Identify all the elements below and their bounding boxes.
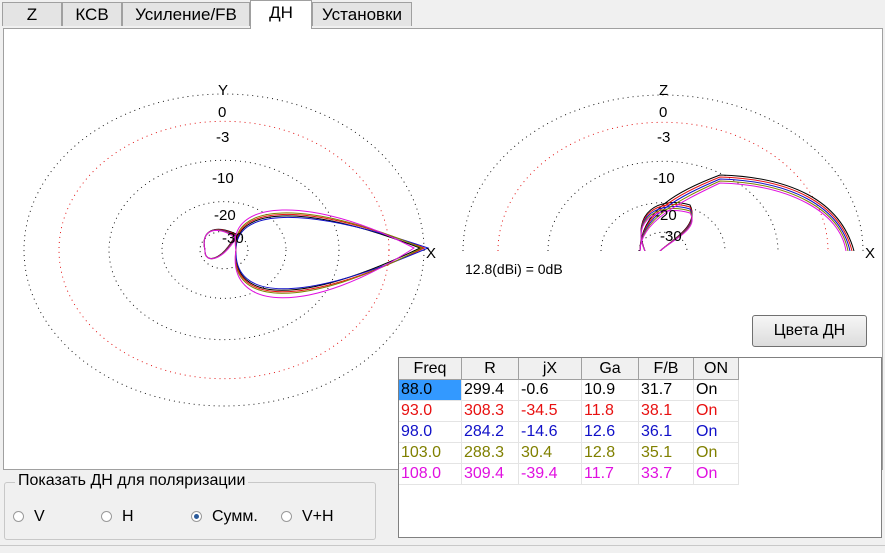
elevation-side-lobe bbox=[640, 210, 693, 252]
cell-ga[interactable]: 10.9 bbox=[581, 379, 639, 401]
azimuth-ring-label-3: -3 bbox=[216, 129, 229, 146]
cell-freq[interactable]: 108.0 bbox=[399, 463, 462, 485]
azimuth-ring-label-10: -10 bbox=[212, 170, 234, 187]
cell-ga[interactable]: 11.8 bbox=[581, 400, 639, 422]
table-row[interactable]: 98.0 284.2 -14.6 12.6 36.1 On bbox=[399, 421, 739, 443]
column-header-fb[interactable]: F/B bbox=[638, 358, 694, 380]
column-header-freq[interactable]: Freq bbox=[399, 358, 462, 380]
elevation-pattern-curve bbox=[639, 182, 847, 252]
radio-v-dot[interactable] bbox=[13, 511, 24, 522]
cell-freq[interactable]: 88.0 bbox=[399, 379, 462, 401]
cell-ga[interactable]: 12.8 bbox=[581, 442, 639, 464]
azimuth-pattern-curve bbox=[234, 212, 424, 294]
elevation-ring-label-20: -20 bbox=[655, 207, 677, 224]
cell-on[interactable]: On bbox=[693, 400, 739, 422]
column-header-ga[interactable]: Ga bbox=[581, 358, 639, 380]
cell-fb[interactable]: 35.1 bbox=[638, 442, 694, 464]
cell-fb[interactable]: 38.1 bbox=[638, 400, 694, 422]
tab-strip: Z КСВ Усиление/FB ДН Установки bbox=[0, 0, 885, 29]
azimuth-x-axis-label: X bbox=[426, 245, 436, 262]
azimuth-pattern-curve bbox=[235, 215, 422, 291]
grid-ring bbox=[108, 159, 340, 341]
radio-v-label: V bbox=[34, 508, 45, 525]
tab-z[interactable]: Z bbox=[2, 2, 62, 26]
column-header-jx[interactable]: jX bbox=[518, 358, 582, 380]
tab-pattern[interactable]: ДН bbox=[250, 0, 312, 29]
cell-on[interactable]: On bbox=[693, 379, 739, 401]
grid-ring bbox=[462, 94, 864, 252]
polarization-group: Показать ДН для поляризации V H Сумм. V+… bbox=[4, 472, 376, 540]
cell-freq[interactable]: 98.0 bbox=[399, 421, 462, 443]
cell-jx[interactable]: -39.4 bbox=[518, 463, 582, 485]
azimuth-ring-label-0: 0 bbox=[218, 104, 226, 121]
cell-on[interactable]: On bbox=[693, 463, 739, 485]
elevation-pattern-curve bbox=[639, 178, 851, 252]
cell-r[interactable]: 309.4 bbox=[461, 463, 519, 485]
polarization-group-title: Показать ДН для поляризации bbox=[15, 472, 249, 490]
frequency-table: Freq R jX Ga F/B ON 88.0 299.4 -0.6 10.9 31.… bbox=[398, 357, 882, 538]
cell-fb[interactable]: 31.7 bbox=[638, 379, 694, 401]
elevation-plot-mask bbox=[455, 251, 875, 281]
status-bar bbox=[0, 545, 885, 553]
column-header-on[interactable]: ON bbox=[693, 358, 739, 380]
table-row[interactable]: 108.0 309.4 -39.4 11.7 33.7 On bbox=[399, 463, 739, 485]
cell-freq[interactable]: 103.0 bbox=[399, 442, 462, 464]
elevation-pattern-curve bbox=[639, 180, 849, 252]
column-header-r[interactable]: R bbox=[461, 358, 519, 380]
elevation-plot bbox=[462, 94, 864, 252]
radio-sum[interactable]: Сумм. bbox=[191, 507, 258, 527]
cell-freq[interactable]: 93.0 bbox=[399, 400, 462, 422]
cell-r[interactable]: 288.3 bbox=[461, 442, 519, 464]
cell-ga[interactable]: 11.7 bbox=[581, 463, 639, 485]
reference-ring bbox=[58, 120, 390, 380]
azimuth-pattern-curve bbox=[235, 214, 426, 293]
elevation-ring-label-10: -10 bbox=[653, 170, 675, 187]
radio-h-label: H bbox=[122, 508, 134, 525]
cell-jx[interactable]: -34.5 bbox=[518, 400, 582, 422]
cell-on[interactable]: On bbox=[693, 442, 739, 464]
radio-v-plus-h[interactable]: V+H bbox=[281, 507, 334, 527]
radio-h-dot[interactable] bbox=[101, 511, 112, 522]
cell-on[interactable]: On bbox=[693, 421, 739, 443]
tab-gain-fb[interactable]: Усиление/FB bbox=[122, 2, 250, 26]
table-row[interactable]: 93.0 308.3 -34.5 11.8 38.1 On bbox=[399, 400, 739, 422]
radio-sum-dot[interactable] bbox=[191, 511, 202, 522]
elevation-ring-label-3: -3 bbox=[657, 129, 670, 146]
cell-jx[interactable]: -0.6 bbox=[518, 379, 582, 401]
cell-r[interactable]: 308.3 bbox=[461, 400, 519, 422]
radio-v[interactable]: V bbox=[13, 507, 45, 527]
elevation-ring-label-0: 0 bbox=[659, 104, 667, 121]
elevation-pattern-curve bbox=[639, 176, 853, 252]
azimuth-ring-label-30: -30 bbox=[222, 230, 244, 247]
tab-settings[interactable]: Установки bbox=[312, 2, 412, 26]
azimuth-back-lobe bbox=[203, 229, 237, 260]
azimuth-pattern-curve bbox=[234, 209, 415, 299]
radio-h[interactable]: H bbox=[101, 507, 134, 527]
cell-jx[interactable]: 30.4 bbox=[518, 442, 582, 464]
radio-v-plus-h-dot[interactable] bbox=[281, 511, 292, 522]
elevation-z-axis-label: Z bbox=[659, 82, 668, 99]
cell-fb[interactable]: 33.7 bbox=[638, 463, 694, 485]
azimuth-y-axis-label: Y bbox=[218, 82, 228, 99]
cell-r[interactable]: 284.2 bbox=[461, 421, 519, 443]
azimuth-pattern-curve bbox=[235, 217, 430, 290]
radio-sum-label: Сумм. bbox=[212, 508, 258, 525]
tab-swr[interactable]: КСВ bbox=[62, 2, 122, 26]
grid-ring bbox=[161, 201, 287, 299]
elevation-ring-label-30: -30 bbox=[660, 228, 682, 245]
cell-ga[interactable]: 12.6 bbox=[581, 421, 639, 443]
cell-jx[interactable]: -14.6 bbox=[518, 421, 582, 443]
azimuth-ring-label-20: -20 bbox=[214, 207, 236, 224]
cell-r[interactable]: 299.4 bbox=[461, 379, 519, 401]
table-row[interactable]: 88.0 299.4 -0.6 10.9 31.7 On bbox=[399, 379, 739, 401]
reference-gain-label: 12.8(dBi) = 0dB bbox=[465, 261, 563, 277]
radio-v-plus-h-label: V+H bbox=[302, 508, 334, 525]
table-header-row: Freq R jX Ga F/B ON bbox=[399, 358, 739, 380]
table-row[interactable]: 103.0 288.3 30.4 12.8 35.1 On bbox=[399, 442, 739, 464]
elevation-x-axis-label: X bbox=[865, 245, 875, 262]
pattern-colors-button[interactable]: Цвета ДН bbox=[752, 315, 867, 347]
cell-fb[interactable]: 36.1 bbox=[638, 421, 694, 443]
